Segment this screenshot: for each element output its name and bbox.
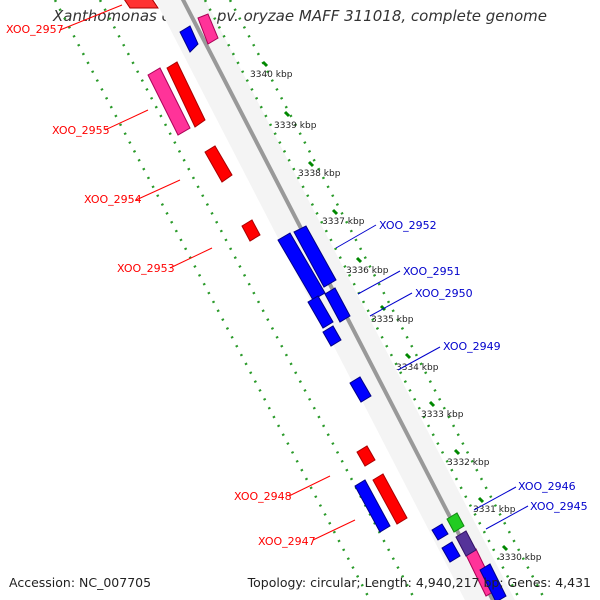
gene-feature-xoo2947[interactable] [372, 473, 408, 525]
gene-feature-xoo2950a[interactable] [307, 295, 334, 329]
scale-labels: 3340 kbp 3339 kbp 3338 kbp 3337 kbp 3336… [250, 70, 542, 563]
gene-label[interactable]: XOO_2951 [403, 265, 461, 278]
gene-label[interactable]: XOO_2950 [415, 287, 473, 300]
scale-ticks [261, 60, 509, 552]
gene-label[interactable]: XOO_2953 [117, 262, 175, 275]
gene-features-right [179, 25, 507, 600]
scale-label: 3337 kbp [322, 217, 365, 227]
gene-label[interactable]: XOO_2947 [258, 535, 316, 548]
gene-feature-xoo2955-pseudo[interactable] [147, 67, 191, 136]
gene-label[interactable]: XOO_2949 [443, 340, 501, 353]
scale-label: 3338 kbp [298, 169, 341, 179]
gene-feature-xoo2948[interactable] [356, 445, 376, 467]
gene-labels-left: XOO_2957 XOO_2955 XOO_2954 XOO_2953 XOO_… [6, 23, 316, 548]
gene-label[interactable]: XOO_2946 [518, 480, 576, 493]
gene-feature-xoo2957[interactable] [122, 0, 159, 9]
gene-label[interactable]: XOO_2954 [84, 193, 142, 206]
gene-labels-right: XOO_2952 XOO_2951 XOO_2950 XOO_2949 XOO_… [379, 219, 588, 513]
scale-label: 3340 kbp [250, 70, 293, 80]
accession-text: Accession: NC_007705 [9, 575, 152, 590]
scale-label: 3331 kbp [473, 505, 516, 515]
gene-feature-xoo2953[interactable] [241, 219, 261, 242]
gene-feature-blue-bottom[interactable] [479, 563, 507, 600]
gene-feature-xoo2947-blue[interactable] [354, 479, 391, 533]
gene-feature-xoo2950b[interactable] [322, 325, 342, 347]
gene-feature-purple[interactable] [455, 530, 477, 557]
scale-label: 3335 kbp [371, 315, 414, 325]
gene-label[interactable]: XOO_2955 [52, 124, 110, 137]
gene-feature-small-blue-b[interactable] [441, 541, 461, 563]
gene-feature-xoo2949[interactable] [349, 376, 372, 403]
gene-label[interactable]: XOO_2948 [234, 490, 292, 503]
scale-label: 3333 kbp [421, 410, 464, 420]
gene-feature-xoo2950[interactable] [324, 287, 351, 323]
scale-label: 3334 kbp [396, 363, 439, 373]
gene-feature-top-blue[interactable] [179, 25, 199, 53]
gene-feature-green[interactable] [446, 512, 465, 533]
scale-label: 3332 kbp [447, 458, 490, 468]
gene-label[interactable]: XOO_2945 [530, 500, 588, 513]
gene-feature-xoo2951[interactable] [293, 225, 337, 288]
gene-feature-xoo2957b[interactable] [197, 13, 219, 45]
gene-feature-xoo2952[interactable] [277, 232, 326, 301]
leader-lines [59, 4, 529, 541]
scale-label: 3339 kbp [274, 121, 317, 131]
gene-feature-xoo2954[interactable] [204, 145, 233, 183]
gene-feature-small-blue-a[interactable] [431, 523, 449, 541]
gene-feature-xoo2955[interactable] [166, 61, 206, 128]
genome-summary-text: Topology: circular; Length: 4,940,217 bp… [247, 575, 591, 590]
scale-label: 3330 kbp [499, 553, 542, 563]
gene-label[interactable]: XOO_2957 [6, 23, 64, 36]
gene-label[interactable]: XOO_2952 [379, 219, 437, 232]
scale-label: 3336 kbp [346, 266, 389, 276]
